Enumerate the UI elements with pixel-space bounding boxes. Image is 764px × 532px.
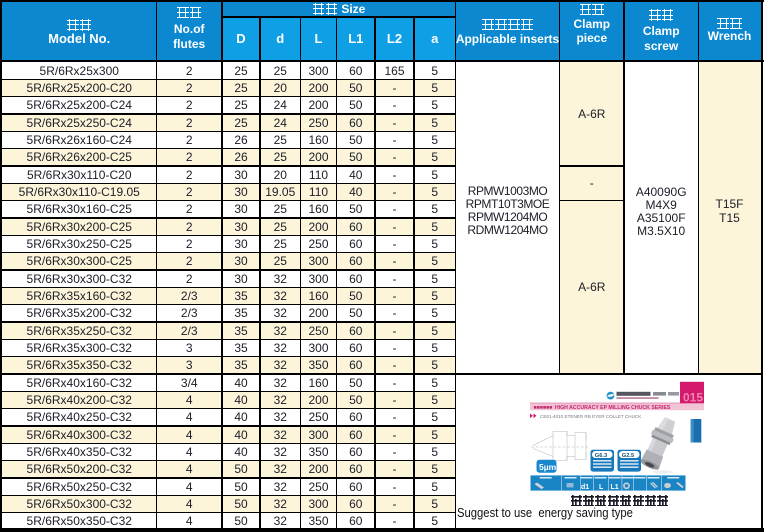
- svg-text:CE61-4010 ETENER RB EYER COLL: CE61-4010 ETENER RB EYER COLLET CHUCK: [540, 414, 642, 419]
- svg-text:5µm: 5µm: [539, 462, 557, 472]
- svg-text:■■■■■■ HIGH ACCURACY EP MILLIN: ■■■■■■ HIGH ACCURACY EP MILLING CHUCK SE…: [534, 405, 671, 411]
- svg-text:G2.5: G2.5: [622, 453, 635, 459]
- svg-text:G6.3: G6.3: [595, 453, 608, 459]
- svg-text:015: 015: [683, 391, 703, 405]
